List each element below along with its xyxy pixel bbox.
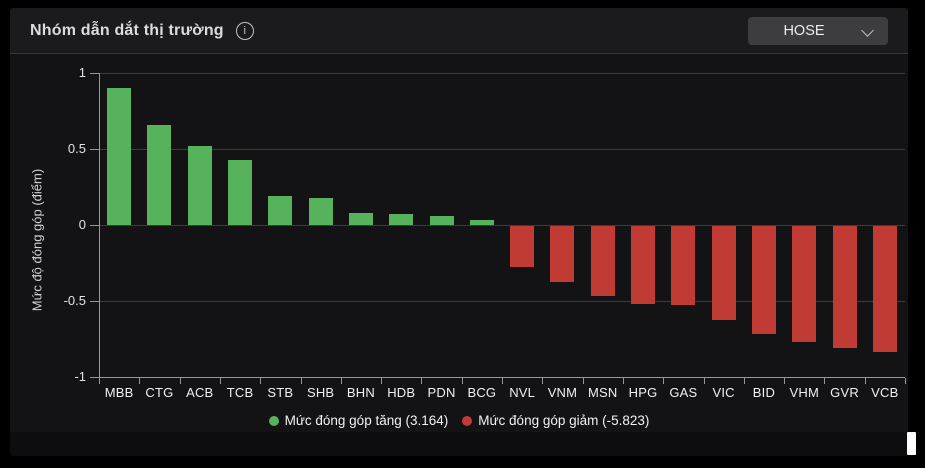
- x-tick-label: TCB: [226, 385, 254, 400]
- x-axis-tick: [663, 378, 665, 384]
- x-tick-label: VHM: [789, 385, 819, 400]
- bar-GVR[interactable]: [832, 226, 857, 348]
- bar-BCG[interactable]: [469, 220, 494, 225]
- x-axis-tick: [340, 378, 342, 384]
- bar-HPG[interactable]: [631, 226, 656, 304]
- gridline: [99, 73, 905, 74]
- bar-SHB[interactable]: [308, 197, 333, 225]
- x-axis-tick: [461, 378, 463, 384]
- x-axis-tick: [864, 378, 866, 384]
- gridline: [99, 225, 905, 226]
- bar-ACB[interactable]: [187, 145, 212, 225]
- x-axis-tick: [99, 378, 100, 384]
- bar-MSN[interactable]: [590, 226, 615, 296]
- legend-label: Mức đóng góp giảm (-5.823): [478, 413, 650, 428]
- bar-TCB[interactable]: [228, 159, 253, 225]
- x-tick-label: SHB: [306, 385, 335, 400]
- x-tick-label: HPG: [628, 385, 658, 400]
- legend-label: Mức đóng góp tăng (3.164): [284, 413, 449, 428]
- x-tick-label: VNM: [547, 385, 578, 400]
- x-axis-tick: [381, 378, 383, 384]
- bar-BHN[interactable]: [348, 212, 373, 225]
- y-axis-line: [99, 73, 100, 377]
- x-tick-label: GAS: [669, 385, 698, 400]
- bar-STB[interactable]: [268, 196, 293, 225]
- info-icon[interactable]: i: [235, 21, 254, 40]
- legend-item[interactable]: Mức đóng góp tăng (3.164): [268, 413, 449, 428]
- y-axis-tick: [90, 225, 99, 226]
- plot-area: 1 0.5 0 -0.5 -1 MBB CTG ACB TCB STB SHB BHN HDB PDN BC…: [10, 54, 908, 432]
- bar-VHM[interactable]: [792, 226, 817, 342]
- bar-PDN[interactable]: [429, 215, 454, 225]
- market-leaders-card: Nhóm dẫn dắt thị trường i HOSE Mức độ đó…: [10, 8, 908, 456]
- chevron-down-icon: [861, 23, 874, 37]
- x-axis-tick: [784, 378, 786, 384]
- legend-item[interactable]: Mức đóng góp giảm (-5.823): [462, 413, 649, 428]
- bar-MBB[interactable]: [107, 88, 132, 225]
- y-axis-tick: [90, 377, 99, 378]
- x-axis-tick: [703, 378, 705, 384]
- y-tick-label: 1: [78, 65, 86, 80]
- x-tick-label: BID: [752, 385, 776, 400]
- y-tick-label: 0.5: [67, 141, 86, 156]
- x-axis-tick: [421, 378, 423, 384]
- bar-BID[interactable]: [751, 226, 776, 334]
- bar-NVL[interactable]: [510, 226, 535, 268]
- y-axis-tick: [90, 301, 99, 302]
- x-axis-tick: [179, 378, 181, 384]
- x-axis-tick: [300, 378, 302, 384]
- x-axis-line: [99, 377, 905, 378]
- chart-legend: Mức đóng góp tăng (3.164) Mức đóng góp gi…: [10, 413, 908, 428]
- x-axis-tick: [582, 378, 584, 384]
- legend-dot-icon: [268, 415, 279, 426]
- x-tick-label: NVL: [509, 385, 536, 400]
- x-axis-tick: [502, 378, 503, 384]
- x-tick-label: MBB: [104, 385, 134, 400]
- bar-VNM[interactable]: [550, 226, 575, 283]
- exchange-dropdown-value: HOSE: [783, 22, 825, 39]
- x-tick-label: STB: [267, 385, 294, 400]
- x-tick-label: BCG: [467, 385, 497, 400]
- bar-GAS[interactable]: [671, 226, 696, 306]
- x-tick-label: BHN: [346, 385, 375, 400]
- legend-dot-icon: [462, 415, 473, 426]
- x-tick-label: PDN: [427, 385, 456, 400]
- x-tick-label: ACB: [186, 385, 214, 400]
- x-tick-label: HDB: [387, 385, 416, 400]
- bar-CTG[interactable]: [147, 124, 172, 225]
- y-axis-tick: [90, 73, 99, 74]
- card-header: Nhóm dẫn dắt thị trường i HOSE: [10, 8, 908, 54]
- bar-VIC[interactable]: [711, 226, 736, 321]
- x-axis-tick: [542, 378, 544, 384]
- scrollbar-thumb[interactable]: [907, 432, 916, 455]
- gridline: [99, 149, 905, 150]
- y-tick-label: 0: [78, 217, 86, 232]
- exchange-dropdown[interactable]: HOSE: [748, 16, 888, 45]
- x-tick-label: VIC: [712, 385, 735, 400]
- x-axis-tick: [139, 378, 141, 384]
- contribution-chart: Mức độ đóng góp (điểm) 1 0.5 0 -0.5 -1 MBB CTG…: [10, 54, 908, 432]
- bottom-strip: [10, 432, 908, 456]
- x-tick-label: VCB: [871, 385, 899, 400]
- y-axis-tick: [90, 149, 99, 150]
- gridline: [99, 301, 905, 302]
- page-title: Nhóm dẫn dắt thị trường: [30, 21, 224, 39]
- x-tick-label: CTG: [145, 385, 174, 400]
- x-axis-tick: [622, 378, 624, 384]
- y-tick-label: -1: [74, 369, 86, 384]
- x-tick-label: GVR: [830, 385, 859, 400]
- y-tick-label: -0.5: [63, 293, 86, 308]
- x-tick-label: MSN: [588, 385, 618, 400]
- x-axis-tick: [260, 378, 262, 384]
- bar-HDB[interactable]: [389, 214, 414, 225]
- x-axis-tick: [219, 378, 221, 384]
- x-axis-tick: [743, 378, 745, 384]
- bar-VCB[interactable]: [872, 226, 897, 353]
- x-axis-tick: [905, 378, 906, 384]
- x-axis-tick: [824, 378, 826, 384]
